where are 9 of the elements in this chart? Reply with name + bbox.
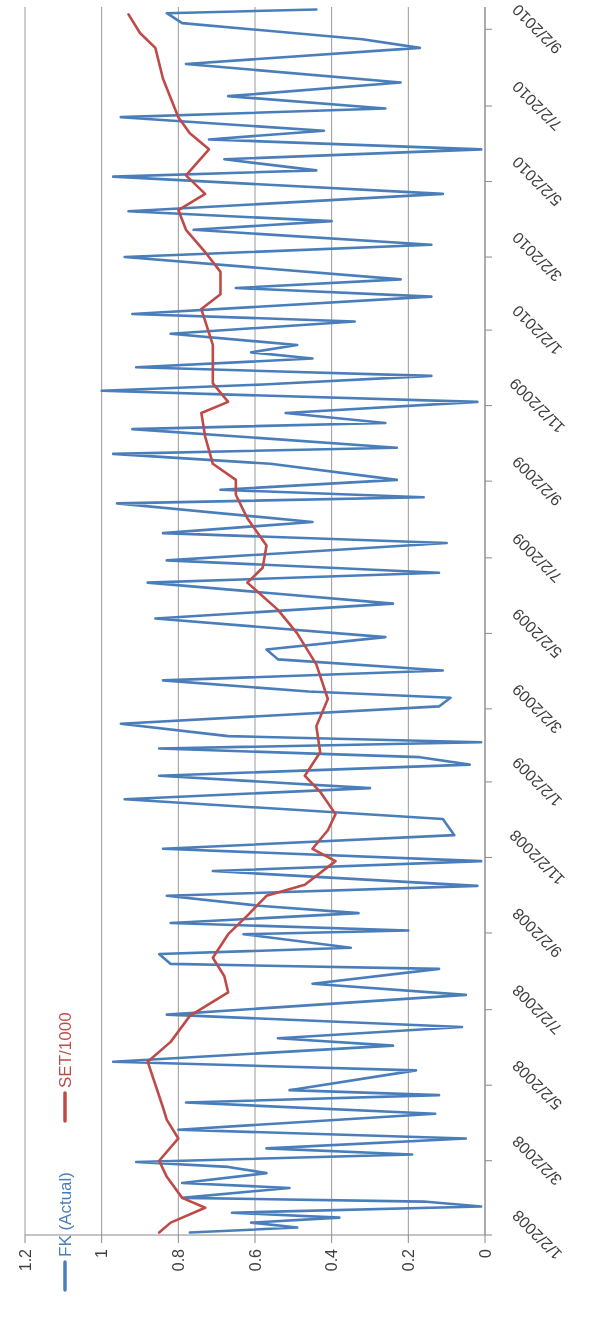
x-tick-label: 0.6: [246, 1248, 264, 1272]
x-tick-label: 0.8: [169, 1248, 187, 1272]
x-tick-label: 0: [476, 1248, 494, 1258]
x-tick-label: 0.2: [399, 1248, 417, 1272]
x-tick-label: 0.4: [323, 1248, 341, 1272]
x-tick-label: 1: [93, 1248, 111, 1258]
text: FK (Actual): [55, 1171, 75, 1257]
x-tick-label: 1.2: [16, 1248, 34, 1272]
text: SET/1000: [55, 1012, 75, 1088]
